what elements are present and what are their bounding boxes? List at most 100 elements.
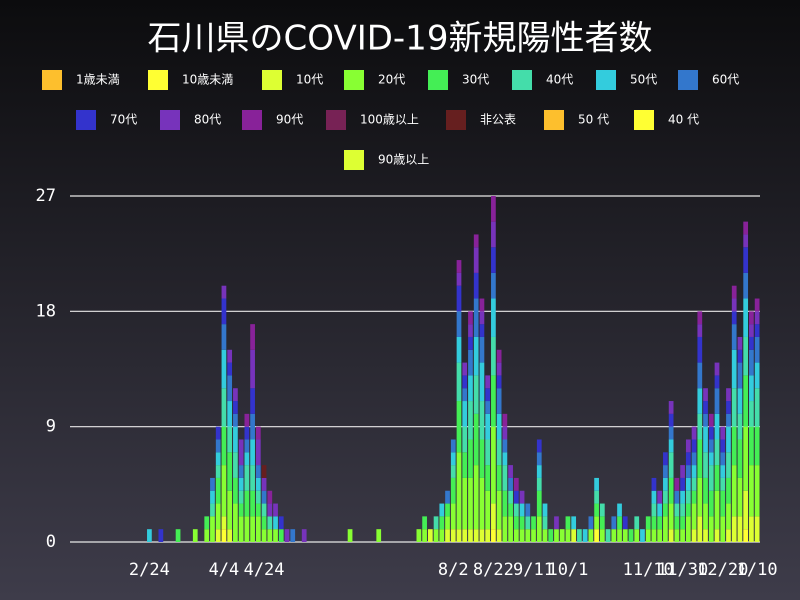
bar-segment (577, 529, 582, 542)
bar-segment (496, 388, 502, 414)
bar-segment (238, 477, 244, 491)
bar-segment (204, 529, 210, 542)
bar-segment (726, 529, 731, 542)
bar-segment (731, 465, 737, 517)
bar-segment (485, 490, 491, 530)
bar-segment (697, 477, 703, 517)
bar-segment (519, 490, 525, 504)
bar-segment (731, 388, 737, 427)
bar-segment (605, 529, 611, 542)
bar-segment (473, 413, 479, 466)
legend-label: 80代 (194, 113, 221, 127)
bar-segment (611, 529, 617, 542)
bar-segment (536, 516, 542, 542)
bar-segment (680, 516, 685, 530)
bar-segment (479, 529, 485, 542)
bar-segment (473, 272, 479, 299)
bar-segment (737, 349, 743, 363)
bar-segment (456, 529, 462, 542)
bar-segment (691, 426, 697, 440)
bar-segment (513, 503, 519, 517)
bar-segment (227, 529, 233, 542)
legend-label: 50代 (630, 73, 657, 87)
bar-segment (599, 516, 605, 530)
bar-segment (513, 477, 519, 491)
bar-segment (685, 465, 691, 478)
bar-segment (255, 477, 261, 491)
bar-segment (565, 516, 571, 530)
bar-segment (496, 529, 502, 542)
bar-segment (227, 490, 233, 530)
bar-segment (502, 413, 508, 427)
bar-segment (227, 349, 233, 363)
bar-segment (668, 413, 674, 427)
bar-segment (737, 388, 743, 414)
bar-segment (250, 413, 255, 440)
bar-segment (657, 490, 663, 504)
bar-segment (703, 529, 708, 542)
bar-segment (668, 426, 674, 440)
bar-segment (548, 529, 554, 542)
bar-segment (244, 465, 250, 491)
bar-segment (525, 529, 531, 542)
bar-segment (250, 349, 255, 389)
bar-segment (749, 516, 754, 542)
bar-segment (714, 529, 720, 542)
bar-segment (663, 490, 668, 504)
x-tick-label: 11/30 (657, 560, 708, 580)
bar-segment (720, 465, 726, 478)
bar-segment (215, 452, 221, 466)
bar-segment (685, 439, 691, 453)
bar-segment (743, 247, 749, 273)
bar-segment (221, 285, 227, 299)
bar-segment (244, 439, 250, 453)
bar-segment (485, 465, 491, 491)
legend-label: 40代 (546, 73, 573, 87)
bar-segment (491, 247, 496, 273)
bar-segment (462, 375, 468, 389)
bar-segment (571, 529, 577, 542)
bar-segment (261, 465, 267, 478)
bar-segment (691, 439, 697, 453)
bar-segment (697, 516, 703, 542)
bar-segment (244, 413, 250, 427)
bar-segment (594, 503, 599, 517)
bar-segment (617, 529, 622, 542)
bar-segment (743, 490, 749, 530)
bar-segment (255, 503, 261, 517)
x-tick-label: 12/20 (697, 560, 748, 580)
bar-segment (227, 452, 233, 491)
bar-segment (450, 529, 456, 542)
bar-segment (433, 529, 439, 542)
legend-label: 1歳未満 (76, 73, 120, 87)
bar-segment (261, 503, 267, 517)
bar-segment (290, 529, 296, 542)
bar-segment (754, 516, 760, 542)
bar-segment (250, 490, 255, 517)
bar-segment (714, 388, 720, 414)
bar-segment (731, 298, 737, 312)
legend-swatch (42, 70, 62, 90)
bar-segment (462, 362, 468, 376)
bar-segment (674, 490, 680, 504)
legend-label: 40 代 (668, 113, 699, 127)
bar-segment (519, 529, 525, 542)
bar-segment (479, 477, 485, 530)
bar-segment (502, 490, 508, 517)
y-tick-label: 18 (36, 301, 56, 321)
bar-segment (479, 362, 485, 402)
bar-segment (685, 490, 691, 504)
bar-segment (244, 426, 250, 440)
bar-segment (416, 529, 422, 542)
bar-segment (554, 529, 559, 542)
bar-segment (445, 503, 450, 517)
bar-segment (599, 529, 605, 542)
bar-segment (456, 285, 462, 312)
bar-segment (691, 465, 697, 478)
bar-segment (657, 529, 663, 542)
bar-segment (680, 503, 685, 517)
bar-segment (640, 529, 645, 542)
bar-segment (250, 388, 255, 414)
bar-segment (456, 336, 462, 363)
bar-segment (513, 516, 519, 530)
